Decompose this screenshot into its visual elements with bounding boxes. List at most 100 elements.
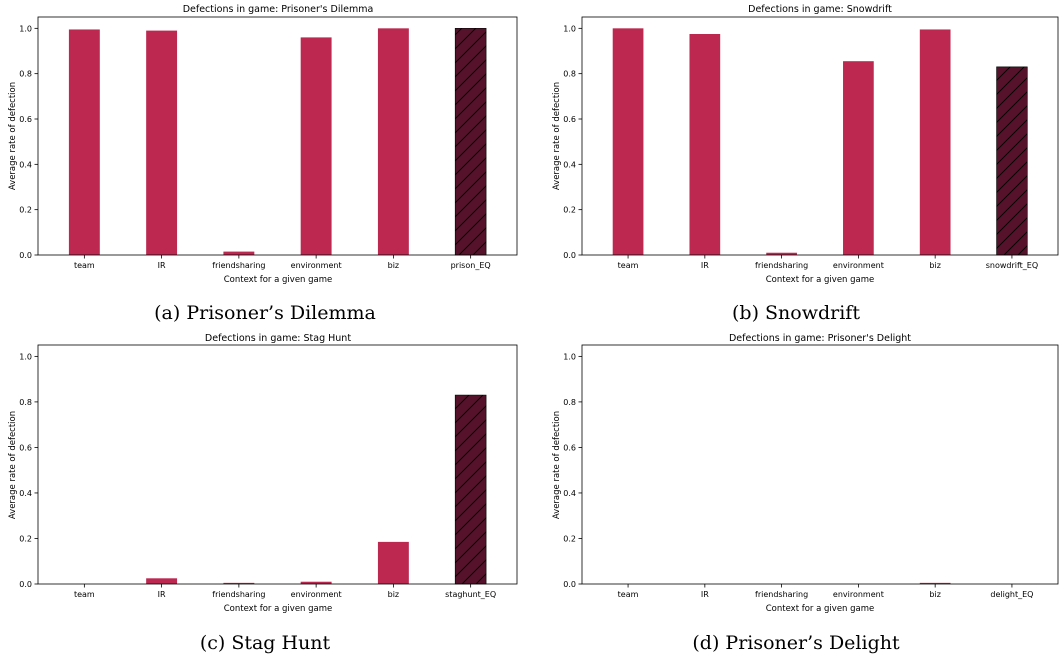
bar-biz bbox=[377, 541, 409, 584]
chart-title: Defections in game: Stag Hunt bbox=[205, 333, 351, 344]
chart-b-svg: Defections in game: Snowdrift 0.00.20.40… bbox=[552, 4, 1059, 285]
chart-c-svg: Defections in game: Stag Hunt 0.00.20.40… bbox=[8, 333, 518, 614]
x-tick-label: environment bbox=[833, 590, 884, 599]
bar-group bbox=[68, 28, 487, 256]
chart-title: Defections in game: Snowdrift bbox=[748, 4, 892, 15]
x-tick-label: staghunt_EQ bbox=[445, 590, 496, 599]
y-tick-label: 0.4 bbox=[563, 160, 576, 169]
x-tick-label: friendsharing bbox=[755, 261, 808, 270]
bar-environment bbox=[300, 37, 332, 256]
y-tick-label: 0.4 bbox=[563, 489, 576, 498]
bar-ir bbox=[146, 30, 178, 255]
y-axis-label: Average rate of defection bbox=[8, 82, 18, 190]
x-tick-label: biz bbox=[929, 261, 941, 270]
x-ticks: team IR friendsharing environment biz snowdri… bbox=[618, 255, 1038, 270]
y-tick-label: 0.4 bbox=[19, 160, 32, 169]
bar-group bbox=[919, 582, 951, 584]
chart-a-svg: Defections in game: Prisoner's Dilemma 0… bbox=[8, 4, 518, 285]
x-tick-label: team bbox=[74, 590, 95, 599]
y-tick-label: 0.6 bbox=[19, 115, 32, 124]
bar-ir bbox=[689, 34, 721, 255]
bar-group bbox=[612, 28, 1028, 256]
y-tick-label: 0.0 bbox=[563, 251, 576, 260]
y-tick-label: 0.8 bbox=[563, 398, 576, 407]
bar-team bbox=[612, 28, 644, 256]
x-tick-label: environment bbox=[833, 261, 884, 270]
y-ticks: 0.0 0.2 0.4 0.6 0.8 1.0 bbox=[563, 24, 582, 260]
chart-panel-c: Defections in game: Stag Hunt 0.0 0.2 0.4 0… bbox=[0, 332, 530, 627]
x-tick-label: IR bbox=[701, 590, 709, 599]
x-tick-label: delight_EQ bbox=[990, 590, 1033, 599]
y-tick-label: 0.8 bbox=[19, 70, 32, 79]
plot-frame bbox=[37, 16, 518, 256]
bar-environment bbox=[300, 581, 332, 584]
y-tick-label: 0.2 bbox=[19, 534, 32, 543]
chart-panel-d: Defections in game: Prisoner's Delight 0… bbox=[531, 332, 1061, 627]
bar-environment bbox=[843, 61, 874, 256]
y-ticks: 0.0 0.2 0.4 0.6 0.8 1.0 bbox=[19, 352, 38, 589]
x-tick-label: friendsharing bbox=[212, 590, 265, 599]
x-ticks: team IR friendsharing environment biz delight… bbox=[618, 584, 1033, 599]
chart-title: Defections in game: Prisoner's Dilemma bbox=[183, 4, 374, 15]
chart-panel-b: Defections in game: Snowdrift 0.0 0.2 0.4 0… bbox=[531, 0, 1061, 295]
x-tick-label: environment bbox=[291, 590, 342, 599]
plot-frame bbox=[581, 16, 1059, 256]
y-tick-label: 0.0 bbox=[563, 580, 576, 589]
y-tick-label: 0.8 bbox=[563, 70, 576, 79]
x-tick-label: friendsharing bbox=[755, 590, 808, 599]
y-axis-label: Average rate of defection bbox=[8, 411, 18, 519]
y-tick-label: 0.4 bbox=[19, 489, 32, 498]
y-tick-label: 0.2 bbox=[563, 534, 576, 543]
x-tick-label: IR bbox=[158, 590, 166, 599]
x-axis-label: Context for a given game bbox=[766, 604, 875, 614]
x-tick-label: biz bbox=[388, 261, 400, 270]
chart-panel-a: Defections in game: Prisoner's Dilemma 0… bbox=[0, 0, 530, 295]
y-tick-label: 0.6 bbox=[563, 443, 576, 452]
x-tick-label: team bbox=[618, 261, 639, 270]
y-tick-label: 0.2 bbox=[19, 206, 32, 215]
chart-title: Defections in game: Prisoner's Delight bbox=[729, 333, 911, 344]
plot-frame bbox=[581, 344, 1059, 585]
x-axis-label: Context for a given game bbox=[224, 275, 333, 285]
y-tick-label: 1.0 bbox=[563, 24, 576, 33]
x-tick-label: IR bbox=[158, 261, 166, 270]
caption-d: (d) Prisoner’s Delight bbox=[692, 632, 900, 654]
bar-biz bbox=[919, 29, 951, 255]
x-tick-label: biz bbox=[388, 590, 400, 599]
y-tick-label: 0.6 bbox=[563, 115, 576, 124]
x-tick-label: prison_EQ bbox=[451, 261, 491, 270]
bar-biz bbox=[377, 28, 409, 256]
bar-friendsharing bbox=[766, 252, 797, 255]
y-tick-label: 0.8 bbox=[19, 398, 32, 407]
bar-friendsharing bbox=[223, 582, 255, 584]
x-tick-label: team bbox=[618, 590, 639, 599]
bar-team bbox=[68, 29, 100, 255]
caption-c: (c) Stag Hunt bbox=[199, 632, 331, 654]
y-axis-label: Average rate of defection bbox=[552, 411, 562, 519]
x-axis-label: Context for a given game bbox=[224, 604, 333, 614]
x-ticks: team IR friendsharing environment biz staghun… bbox=[74, 584, 496, 599]
x-tick-label: friendsharing bbox=[212, 261, 265, 270]
x-tick-label: IR bbox=[701, 261, 709, 270]
chart-d-svg: Defections in game: Prisoner's Delight 0… bbox=[552, 333, 1059, 614]
y-ticks: 0.0 0.2 0.4 0.6 0.8 1.0 bbox=[19, 24, 38, 260]
y-ticks: 0.0 0.2 0.4 0.6 0.8 1.0 bbox=[563, 352, 582, 589]
plot-frame bbox=[37, 344, 518, 585]
y-axis-label: Average rate of defection bbox=[552, 82, 562, 190]
x-tick-label: environment bbox=[291, 261, 342, 270]
bar-friendsharing bbox=[223, 251, 255, 255]
bar-biz bbox=[919, 582, 951, 584]
bar-hatch-snowdrift_eq bbox=[996, 66, 1028, 256]
caption-b: (b) Snowdrift bbox=[732, 302, 860, 324]
y-tick-label: 0.6 bbox=[19, 443, 32, 452]
bar-group bbox=[146, 394, 487, 585]
y-tick-label: 1.0 bbox=[563, 352, 576, 361]
y-tick-label: 1.0 bbox=[19, 352, 32, 361]
x-axis-label: Context for a given game bbox=[766, 275, 875, 285]
bar-hatch-prison_eq bbox=[454, 28, 487, 256]
x-tick-label: biz bbox=[929, 590, 941, 599]
x-ticks: team IR friendsharing environment biz prison_… bbox=[74, 255, 491, 270]
x-tick-label: snowdrift_EQ bbox=[986, 261, 1038, 270]
caption-a: (a) Prisoner’s Dilemma bbox=[154, 302, 376, 324]
y-tick-label: 0.2 bbox=[563, 206, 576, 215]
